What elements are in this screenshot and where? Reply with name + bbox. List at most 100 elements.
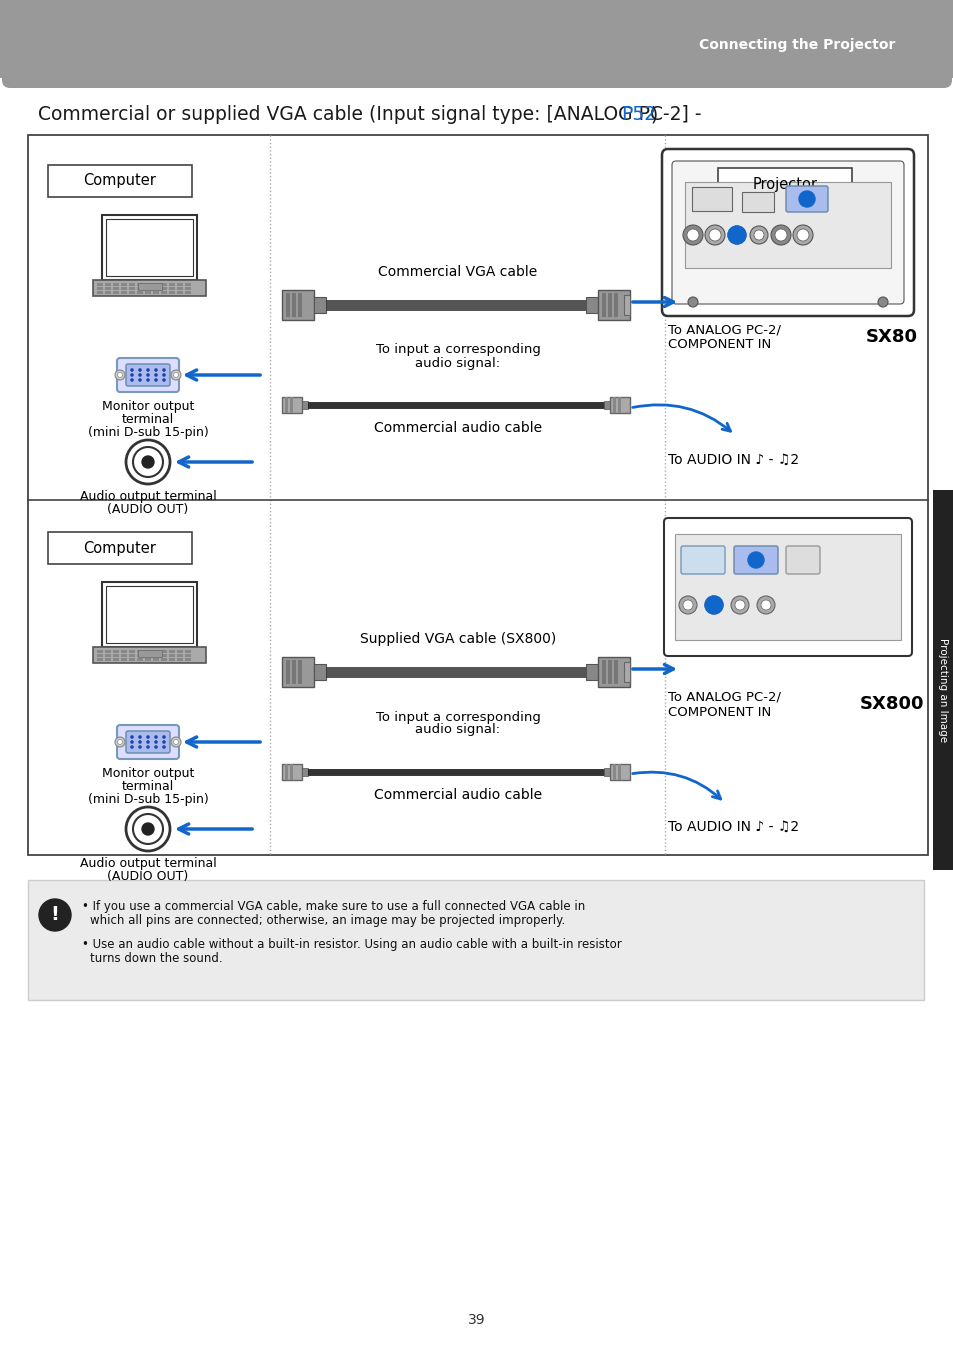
- Text: ): ): [650, 105, 658, 124]
- Circle shape: [727, 226, 745, 243]
- FancyBboxPatch shape: [185, 658, 192, 661]
- Text: To ANALOG PC-2/: To ANALOG PC-2/: [667, 323, 781, 337]
- Circle shape: [138, 735, 142, 738]
- FancyBboxPatch shape: [170, 654, 175, 657]
- FancyBboxPatch shape: [286, 660, 290, 684]
- Circle shape: [734, 600, 744, 610]
- FancyBboxPatch shape: [282, 657, 314, 687]
- FancyBboxPatch shape: [137, 287, 143, 289]
- FancyBboxPatch shape: [137, 658, 143, 661]
- Text: To AUDIO IN ♪ - ♫2: To AUDIO IN ♪ - ♫2: [667, 821, 799, 834]
- FancyBboxPatch shape: [146, 291, 152, 293]
- FancyBboxPatch shape: [282, 397, 302, 412]
- Circle shape: [162, 735, 166, 738]
- Circle shape: [162, 740, 166, 744]
- Text: SX800: SX800: [859, 695, 923, 713]
- FancyBboxPatch shape: [161, 654, 168, 657]
- Circle shape: [753, 230, 763, 241]
- FancyBboxPatch shape: [146, 650, 152, 653]
- FancyBboxPatch shape: [137, 291, 143, 293]
- FancyBboxPatch shape: [28, 135, 927, 854]
- Circle shape: [130, 368, 133, 372]
- Circle shape: [138, 368, 142, 372]
- Text: Commercial or supplied VGA cable (Input signal type: [ANALOG PC-2] -: Commercial or supplied VGA cable (Input …: [38, 105, 707, 124]
- FancyBboxPatch shape: [286, 293, 290, 316]
- FancyBboxPatch shape: [113, 650, 119, 653]
- FancyBboxPatch shape: [177, 291, 183, 293]
- FancyBboxPatch shape: [177, 283, 183, 287]
- Circle shape: [142, 456, 153, 468]
- Text: Monitor output: Monitor output: [102, 767, 194, 780]
- FancyBboxPatch shape: [598, 289, 629, 320]
- Circle shape: [731, 230, 741, 241]
- FancyBboxPatch shape: [932, 489, 953, 869]
- FancyBboxPatch shape: [170, 650, 175, 653]
- FancyBboxPatch shape: [146, 283, 152, 287]
- FancyBboxPatch shape: [785, 546, 820, 575]
- FancyBboxPatch shape: [675, 534, 900, 639]
- FancyBboxPatch shape: [97, 654, 103, 657]
- FancyBboxPatch shape: [121, 287, 128, 289]
- FancyBboxPatch shape: [102, 215, 197, 280]
- FancyBboxPatch shape: [138, 650, 162, 657]
- FancyBboxPatch shape: [113, 658, 119, 661]
- Circle shape: [749, 226, 767, 243]
- FancyBboxPatch shape: [609, 397, 629, 412]
- Circle shape: [132, 448, 163, 477]
- FancyBboxPatch shape: [102, 581, 197, 648]
- FancyBboxPatch shape: [185, 287, 192, 289]
- FancyBboxPatch shape: [117, 725, 179, 758]
- Circle shape: [130, 735, 133, 738]
- FancyBboxPatch shape: [146, 287, 152, 289]
- Text: Computer: Computer: [84, 173, 156, 188]
- FancyBboxPatch shape: [623, 295, 629, 315]
- FancyBboxPatch shape: [663, 518, 911, 656]
- FancyBboxPatch shape: [97, 658, 103, 661]
- FancyBboxPatch shape: [691, 187, 731, 211]
- Circle shape: [162, 373, 166, 377]
- FancyBboxPatch shape: [161, 658, 168, 661]
- FancyBboxPatch shape: [607, 293, 612, 316]
- FancyBboxPatch shape: [97, 291, 103, 293]
- FancyBboxPatch shape: [113, 283, 119, 287]
- Text: Projector: Projector: [752, 177, 817, 192]
- FancyBboxPatch shape: [585, 297, 598, 314]
- FancyBboxPatch shape: [153, 291, 159, 293]
- FancyBboxPatch shape: [598, 657, 629, 687]
- Circle shape: [117, 740, 122, 745]
- FancyBboxPatch shape: [48, 531, 192, 564]
- FancyBboxPatch shape: [161, 287, 168, 289]
- FancyBboxPatch shape: [297, 293, 302, 316]
- Text: (AUDIO OUT): (AUDIO OUT): [108, 503, 189, 516]
- FancyBboxPatch shape: [285, 397, 288, 412]
- Circle shape: [770, 224, 790, 245]
- FancyBboxPatch shape: [302, 402, 308, 410]
- Text: (mini D-sub 15-pin): (mini D-sub 15-pin): [88, 426, 208, 439]
- FancyBboxPatch shape: [153, 654, 159, 657]
- FancyBboxPatch shape: [113, 291, 119, 293]
- FancyBboxPatch shape: [297, 660, 302, 684]
- FancyBboxPatch shape: [684, 183, 890, 268]
- FancyBboxPatch shape: [130, 287, 135, 289]
- Circle shape: [730, 596, 748, 614]
- Circle shape: [115, 370, 125, 380]
- FancyBboxPatch shape: [733, 546, 778, 575]
- FancyBboxPatch shape: [106, 654, 112, 657]
- Circle shape: [708, 600, 719, 610]
- Circle shape: [704, 224, 724, 245]
- FancyBboxPatch shape: [106, 658, 112, 661]
- Circle shape: [682, 224, 702, 245]
- FancyBboxPatch shape: [161, 283, 168, 287]
- FancyBboxPatch shape: [106, 650, 112, 653]
- Circle shape: [162, 368, 166, 372]
- FancyBboxPatch shape: [138, 283, 162, 289]
- Circle shape: [115, 737, 125, 748]
- FancyBboxPatch shape: [130, 658, 135, 661]
- Circle shape: [138, 745, 142, 749]
- Text: audio signal:: audio signal:: [415, 723, 500, 737]
- Circle shape: [39, 899, 71, 932]
- Text: 39: 39: [468, 1313, 485, 1328]
- Text: • Use an audio cable without a built-in resistor. Using an audio cable with a bu: • Use an audio cable without a built-in …: [82, 938, 621, 950]
- FancyBboxPatch shape: [292, 660, 295, 684]
- FancyBboxPatch shape: [93, 648, 206, 662]
